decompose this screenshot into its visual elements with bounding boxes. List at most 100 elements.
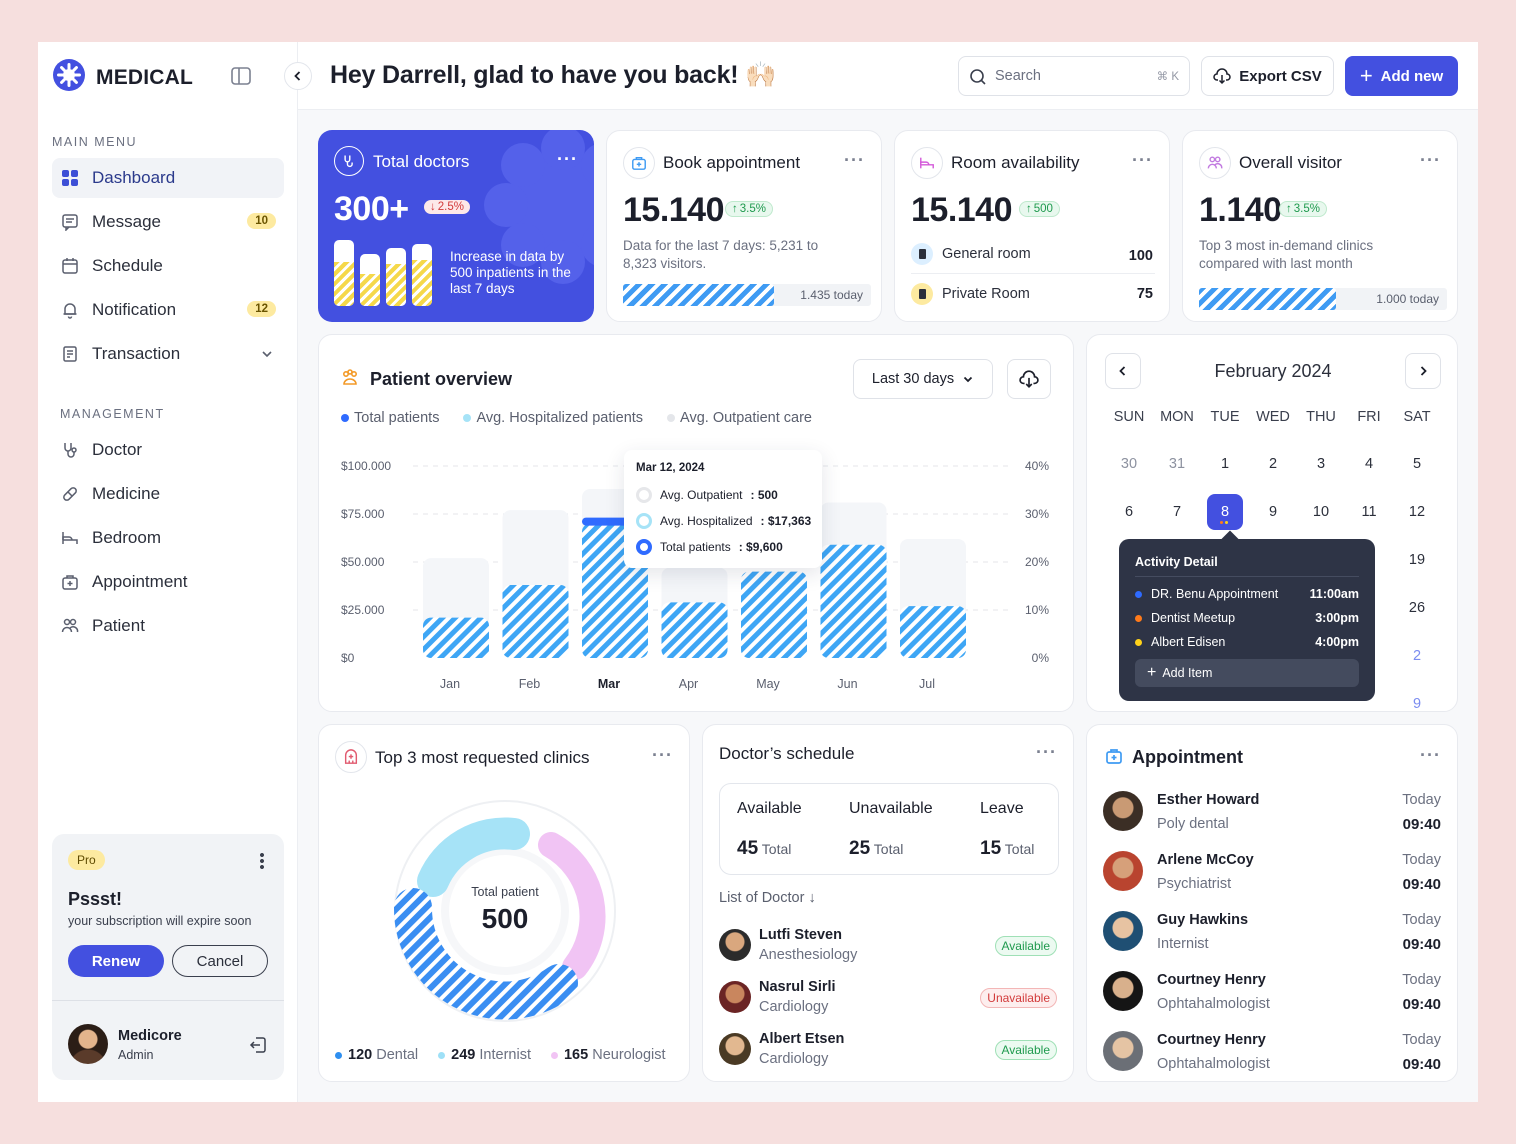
doctor-dept: Anesthesiology — [759, 947, 858, 963]
legend-item[interactable]: Avg. Outpatient care — [667, 410, 812, 426]
sidebar-item-transaction[interactable]: Transaction — [52, 334, 284, 374]
calendar-day[interactable]: 3 — [1316, 456, 1326, 472]
bar-total-patients[interactable] — [741, 571, 807, 658]
renew-button[interactable]: Renew — [68, 945, 164, 977]
avatar[interactable] — [68, 1024, 108, 1064]
book-appointment-card[interactable]: Book appointment ··· 15.140 ↑ 3.5% Data … — [606, 130, 882, 322]
calendar-day[interactable]: 11 — [1361, 504, 1377, 520]
calendar-day[interactable]: 2 — [1268, 456, 1278, 472]
sidebar-item-label: Message — [92, 212, 161, 231]
sidebar-item-schedule[interactable]: Schedule — [52, 246, 284, 286]
avatar[interactable] — [1103, 851, 1143, 891]
calendar-day[interactable]: 9 — [1268, 504, 1278, 520]
search-icon — [969, 68, 987, 91]
logout-icon[interactable] — [248, 1035, 268, 1060]
bar-total-patients[interactable] — [900, 606, 966, 658]
message-icon — [60, 212, 80, 232]
calendar-day[interactable]: 2 — [1412, 648, 1422, 664]
more-options-icon[interactable]: ··· — [844, 150, 865, 170]
collapse-sidebar-button[interactable] — [284, 62, 312, 90]
list-of-doctor-toggle[interactable]: List of Doctor ↓ — [719, 890, 816, 906]
avatar[interactable] — [1103, 971, 1143, 1011]
range-select[interactable]: Last 30 days — [853, 359, 993, 399]
bell-icon — [60, 300, 80, 320]
room-availability-card[interactable]: Room availability ··· 15.140 ↑ 500 Gener… — [894, 130, 1170, 322]
patient-overview-card: Patient overview Last 30 days Total pati… — [318, 334, 1074, 712]
activity-item[interactable]: Albert Edisen 4:00pm — [1135, 635, 1359, 649]
more-options-icon[interactable]: ··· — [1132, 150, 1153, 170]
add-item-label: Add Item — [1162, 666, 1213, 680]
donut-segment-internist[interactable] — [417, 817, 530, 897]
card-description: Top 3 most in-demand clinics compared wi… — [1199, 238, 1374, 271]
calendar-day[interactable]: 1 — [1220, 456, 1230, 472]
more-options-icon[interactable]: ··· — [652, 745, 673, 765]
more-options-icon[interactable]: ··· — [1420, 745, 1441, 765]
legend-item[interactable]: Total patients — [341, 410, 439, 426]
mini-bar — [360, 254, 380, 306]
visitor-value: 1.140 — [1199, 191, 1282, 229]
total-doctors-card[interactable]: Total doctors ··· 300+ ↓ 2.5% Increase i… — [318, 130, 594, 322]
more-vertical-icon[interactable] — [260, 852, 264, 870]
calendar-day[interactable]: 6 — [1124, 504, 1134, 520]
mini-bar — [412, 244, 432, 306]
avatar[interactable] — [719, 929, 751, 961]
sidebar-item-message[interactable]: Message 10 — [52, 202, 284, 242]
sidebar-item-notification[interactable]: Notification 12 — [52, 290, 284, 330]
overall-visitor-card[interactable]: Overall visitor ··· 1.140 ↑ 3.5% Top 3 m… — [1182, 130, 1458, 322]
summary-label: Available — [737, 800, 802, 817]
sidebar-item-patient[interactable]: Patient — [52, 606, 284, 646]
user-name: Medicore — [118, 1028, 182, 1044]
next-month-button[interactable] — [1405, 353, 1441, 389]
sidebar-item-bedroom[interactable]: Bedroom — [52, 518, 284, 558]
calendar-day[interactable]: 26 — [1408, 600, 1426, 616]
notification-count-badge: 12 — [247, 301, 276, 317]
more-options-icon[interactable]: ··· — [1036, 742, 1057, 762]
calendar-day[interactable]: 10 — [1312, 504, 1330, 520]
sidebar-item-doctor[interactable]: Doctor — [52, 430, 284, 470]
change-value: 3.5% — [739, 203, 766, 215]
calendar-day[interactable]: 12 — [1408, 504, 1426, 520]
sidebar-item-dashboard[interactable]: Dashboard — [52, 158, 284, 198]
calendar-day[interactable]: 9 — [1412, 696, 1422, 712]
bar-total-patients[interactable] — [502, 585, 569, 658]
calendar-day[interactable]: 5 — [1412, 456, 1422, 472]
add-item-button[interactable]: + Add Item — [1135, 659, 1359, 687]
calendar-day[interactable]: 31 — [1168, 456, 1186, 472]
calendar-day-selected[interactable]: 8 — [1207, 494, 1243, 530]
sidebar-item-medicine[interactable]: Medicine — [52, 474, 284, 514]
more-options-icon[interactable]: ··· — [1420, 150, 1441, 170]
avatar[interactable] — [719, 1033, 751, 1065]
bar-total-patients[interactable] — [820, 544, 887, 658]
export-csv-button[interactable]: Export CSV — [1201, 56, 1334, 96]
search-input[interactable]: Search ⌘ K — [958, 56, 1190, 96]
donut-segment-neurologist[interactable] — [538, 832, 606, 980]
message-count-badge: 10 — [247, 213, 276, 229]
cancel-button[interactable]: Cancel — [172, 945, 268, 977]
calendar-day[interactable]: 19 — [1408, 552, 1426, 568]
legend-item[interactable]: Avg. Hospitalized patients — [463, 410, 643, 426]
avatar[interactable] — [1103, 791, 1143, 831]
bar-total-patients[interactable] — [423, 617, 489, 658]
more-options-icon[interactable]: ··· — [557, 149, 578, 169]
donut-segment-dental[interactable] — [393, 888, 578, 1020]
bar-total-patients[interactable] — [661, 602, 728, 658]
sidebar-toggle-icon[interactable] — [230, 65, 252, 92]
calendar-day[interactable]: 4 — [1364, 456, 1374, 472]
activity-item[interactable]: Dentist Meetup 3:00pm — [1135, 611, 1359, 625]
sidebar-item-appointment[interactable]: Appointment — [52, 562, 284, 602]
calendar-day[interactable]: 7 — [1172, 504, 1182, 520]
add-new-button[interactable]: + Add new — [1345, 56, 1458, 96]
patient-name: Courtney Henry — [1157, 972, 1266, 988]
card-title: Top 3 most requested clinics — [375, 748, 590, 767]
avatar[interactable] — [719, 981, 751, 1013]
card-title: Room availability — [951, 153, 1080, 172]
avatar[interactable] — [1103, 1031, 1143, 1071]
patient-dept: Ophtahalmologist — [1157, 1056, 1270, 1072]
avatar[interactable] — [1103, 911, 1143, 951]
y2-tick-label: 10% — [1025, 603, 1049, 617]
activity-item[interactable]: DR. Benu Appointment 11:00am — [1135, 587, 1359, 601]
brand[interactable]: MEDICAL — [52, 58, 193, 97]
calendar-day[interactable]: 30 — [1120, 456, 1138, 472]
prev-month-button[interactable] — [1105, 353, 1141, 389]
download-button[interactable] — [1007, 359, 1051, 399]
